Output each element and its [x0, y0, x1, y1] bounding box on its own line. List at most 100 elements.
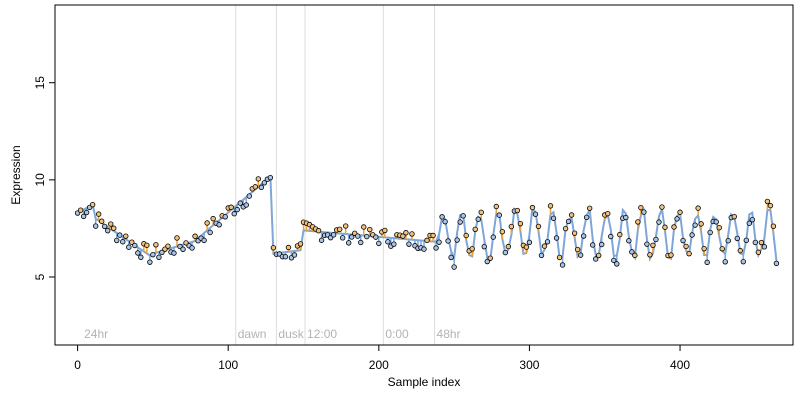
data-point-174 — [599, 241, 605, 248]
data-point-116 — [424, 237, 430, 244]
data-point-219 — [734, 235, 740, 242]
data-point-123 — [445, 238, 451, 244]
data-point-28 — [159, 249, 165, 256]
plot-frame — [54, 4, 794, 346]
data-point-215 — [722, 259, 728, 265]
data-point-125 — [451, 264, 457, 270]
data-point-226 — [755, 249, 762, 255]
data-point-35 — [180, 246, 186, 252]
data-point-10 — [105, 227, 111, 234]
data-point-167 — [577, 252, 584, 258]
data-point-171 — [589, 242, 596, 248]
data-point-9 — [102, 223, 108, 230]
plot-background — [55, 5, 793, 345]
data-point-133 — [475, 216, 481, 222]
data-point-201 — [680, 237, 686, 244]
data-point-3 — [83, 209, 90, 216]
data-point-173 — [596, 252, 602, 259]
data-point-200 — [677, 209, 683, 215]
data-point-140 — [496, 212, 503, 218]
data-point-187 — [638, 204, 644, 211]
data-point-146 — [514, 207, 521, 214]
data-point-166 — [574, 246, 581, 253]
data-point-19 — [132, 242, 138, 249]
data-point-158 — [550, 215, 557, 221]
data-point-126 — [454, 237, 460, 243]
y-tick-label-1: 10 — [33, 173, 47, 187]
data-point-16 — [123, 233, 129, 239]
data-point-124 — [448, 254, 454, 261]
data-point-38 — [189, 245, 195, 251]
data-point-122 — [442, 218, 448, 225]
data-point-144 — [508, 223, 515, 230]
data-point-152 — [532, 211, 539, 217]
data-point-15 — [120, 239, 126, 245]
data-point-132 — [472, 226, 478, 232]
data-point-53 — [234, 206, 240, 213]
data-point-223 — [746, 220, 753, 226]
data-point-204 — [689, 232, 695, 238]
data-point-30 — [165, 243, 171, 249]
data-point-229 — [764, 198, 771, 205]
x-tick-label-1: 100 — [218, 358, 238, 372]
data-point-20 — [135, 250, 141, 256]
data-point-164 — [568, 212, 575, 218]
data-point-199 — [674, 216, 680, 222]
x-tick-label-0: 0 — [74, 358, 81, 372]
data-point-45 — [210, 215, 216, 222]
data-point-214 — [719, 246, 725, 252]
data-point-231 — [770, 223, 777, 229]
data-point-119 — [433, 245, 439, 251]
data-point-212 — [713, 219, 719, 225]
data-point-218 — [731, 213, 737, 220]
data-point-108 — [400, 233, 406, 239]
data-point-161 — [559, 262, 566, 268]
data-point-230 — [767, 202, 774, 209]
data-point-72 — [291, 252, 298, 258]
data-point-206 — [695, 205, 701, 211]
data-point-7 — [95, 211, 102, 217]
data-point-25 — [150, 251, 156, 258]
data-point-32 — [171, 250, 177, 256]
data-point-8 — [98, 218, 105, 224]
data-point-176 — [605, 210, 611, 217]
data-point-12 — [111, 225, 117, 231]
data-point-27 — [156, 254, 162, 261]
data-point-147 — [517, 220, 524, 227]
annotations: 24hr dawn dusk 12:00 0:00 48hr — [84, 327, 460, 341]
y-axis-label: Expression — [9, 145, 23, 204]
data-point-39 — [192, 233, 198, 239]
data-point-33 — [174, 235, 180, 241]
data-point-128 — [460, 213, 466, 219]
data-point-26 — [153, 242, 159, 248]
data-point-225 — [752, 239, 759, 246]
data-point-11 — [108, 221, 114, 227]
data-point-208 — [701, 245, 707, 252]
data-point-88 — [339, 235, 346, 241]
data-point-51 — [228, 204, 234, 210]
data-point-202 — [683, 243, 689, 250]
data-point-70 — [285, 244, 292, 251]
data-point-221 — [740, 258, 746, 265]
data-point-150 — [526, 239, 533, 246]
data-point-65 — [270, 245, 277, 251]
data-point-198 — [671, 224, 677, 230]
data-point-54 — [237, 200, 243, 206]
data-point-137 — [487, 255, 493, 261]
data-point-62 — [261, 180, 268, 186]
x-tick-label-4: 400 — [670, 358, 690, 372]
data-point-139 — [493, 203, 499, 210]
data-point-213 — [716, 224, 722, 231]
data-point-61 — [258, 184, 265, 191]
annotation-000: 0:00 — [385, 327, 409, 341]
data-point-94 — [358, 239, 364, 246]
data-point-138 — [490, 234, 496, 240]
data-point-194 — [659, 204, 665, 210]
data-point-143 — [505, 243, 512, 250]
data-point-227 — [758, 239, 765, 246]
data-point-142 — [502, 249, 509, 256]
data-point-222 — [743, 237, 750, 244]
data-point-129 — [463, 232, 469, 239]
data-point-136 — [484, 258, 490, 265]
